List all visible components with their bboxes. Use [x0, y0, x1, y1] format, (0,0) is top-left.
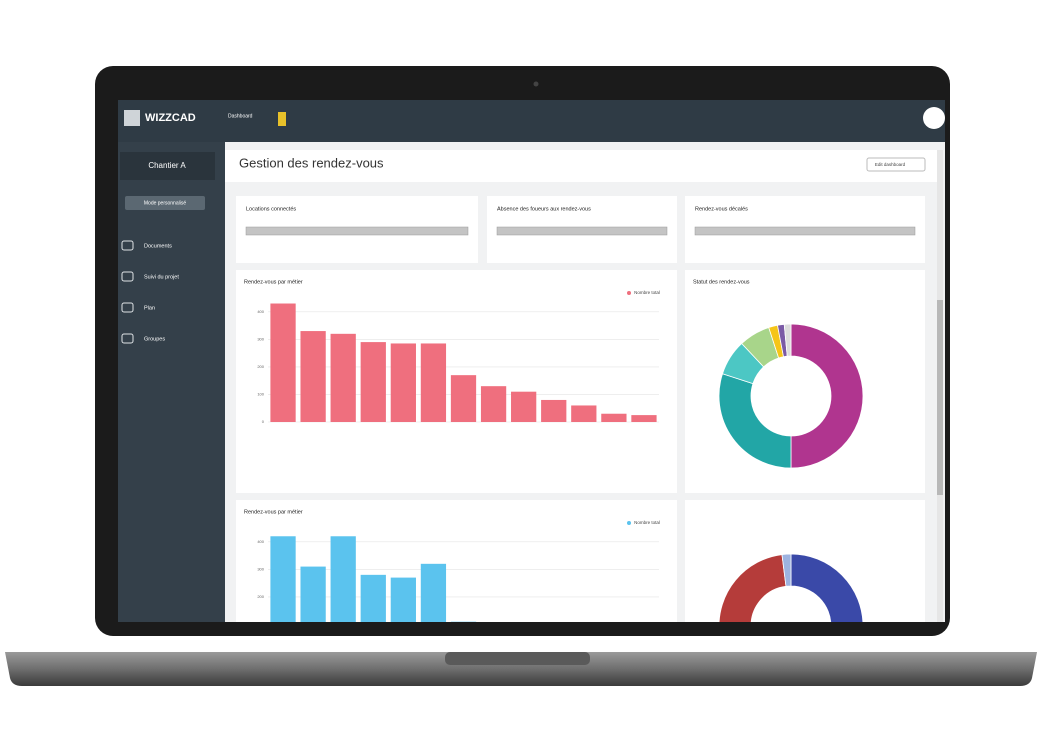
sidebar-icon: [121, 302, 134, 313]
donut-slice: [718, 554, 787, 622]
y-tick-label: 200: [257, 364, 264, 369]
y-tick-label: 400: [257, 539, 264, 544]
bar: [601, 413, 627, 422]
kpi-bar: [496, 226, 668, 236]
logo: [124, 110, 140, 126]
bar: [450, 621, 477, 622]
mode-button-label: Mode personnalisé: [144, 200, 186, 206]
screen: WIZZCAD Dashboard Chantier A Mode person…: [118, 100, 945, 652]
bar: [481, 641, 506, 652]
y-tick-label: 100: [257, 622, 264, 627]
donut-slice: [790, 323, 864, 469]
sidebar-item[interactable]: Documents: [144, 243, 172, 249]
mode-button[interactable]: [125, 196, 205, 210]
bar: [420, 343, 447, 422]
bar: [390, 343, 416, 422]
project-name: Chantier A: [148, 161, 186, 170]
bar: [330, 536, 356, 622]
bar: [450, 375, 477, 422]
bar: [330, 333, 356, 422]
camera: [533, 81, 539, 87]
bar: [360, 574, 386, 622]
donut-slice: [781, 553, 792, 587]
avatar[interactable]: [923, 107, 945, 129]
edit-button[interactable]: [866, 157, 926, 172]
legend-swatch: [627, 521, 631, 525]
y-tick-label: 100: [257, 392, 264, 397]
project-box[interactable]: [120, 152, 215, 180]
sidebar-item[interactable]: Plan: [144, 305, 155, 311]
sidebar-item[interactable]: Suivi du projet: [144, 274, 179, 280]
donut-slice: [718, 373, 792, 469]
kpi-title: Locations connectés: [246, 206, 296, 212]
y-tick-label: 200: [257, 594, 264, 599]
legend-label: Nombre total: [634, 520, 660, 525]
sidebar: [118, 142, 225, 622]
bar: [390, 577, 416, 622]
donut-slice: [790, 553, 864, 622]
bar: [270, 303, 296, 422]
laptop-base: [5, 652, 1037, 686]
chart-title: Rendez-vous par métier: [244, 509, 303, 515]
sidebar-item[interactable]: Groupes: [144, 336, 165, 342]
y-tick-label: 400: [257, 309, 264, 314]
edit-button-label: Edit dashboard: [875, 162, 906, 167]
bar: [541, 399, 567, 422]
page-title: Gestion des rendez-vous: [239, 155, 384, 170]
title-bar: [225, 150, 940, 182]
bar: [420, 563, 447, 622]
sidebar-icon: [121, 333, 134, 344]
bar: [571, 405, 597, 422]
top-nav: [118, 100, 945, 142]
legend-label: Nombre total: [634, 290, 660, 295]
bar: [360, 342, 386, 422]
brand: WIZZCAD: [145, 112, 196, 124]
chart-title: Statut des rendez-vous: [693, 279, 750, 285]
nav-indicator: [278, 112, 286, 126]
y-tick-label: 300: [257, 336, 264, 341]
legend-swatch: [627, 291, 631, 295]
bar: [270, 536, 296, 622]
bar: [480, 386, 507, 422]
y-tick-label: 300: [257, 566, 264, 571]
bar: [511, 391, 537, 422]
notch: [445, 652, 590, 665]
kpi-bar: [245, 226, 469, 236]
scroll-thumb: [937, 300, 943, 495]
kpi-title: Absence des foueurs aux rendez-vous: [497, 206, 591, 212]
bar: [300, 566, 326, 622]
sidebar-icon: [121, 240, 134, 251]
kpi-bar: [694, 226, 916, 236]
donut-slice: [783, 323, 792, 357]
bar: [300, 331, 326, 422]
y-tick-label: 0: [262, 419, 265, 424]
nav-link[interactable]: Dashboard: [228, 113, 253, 119]
sidebar-icon: [121, 271, 134, 282]
kpi-title: Rendez-vous décalés: [695, 206, 748, 212]
bar: [631, 415, 657, 422]
chart-title: Rendez-vous par métier: [244, 279, 303, 285]
